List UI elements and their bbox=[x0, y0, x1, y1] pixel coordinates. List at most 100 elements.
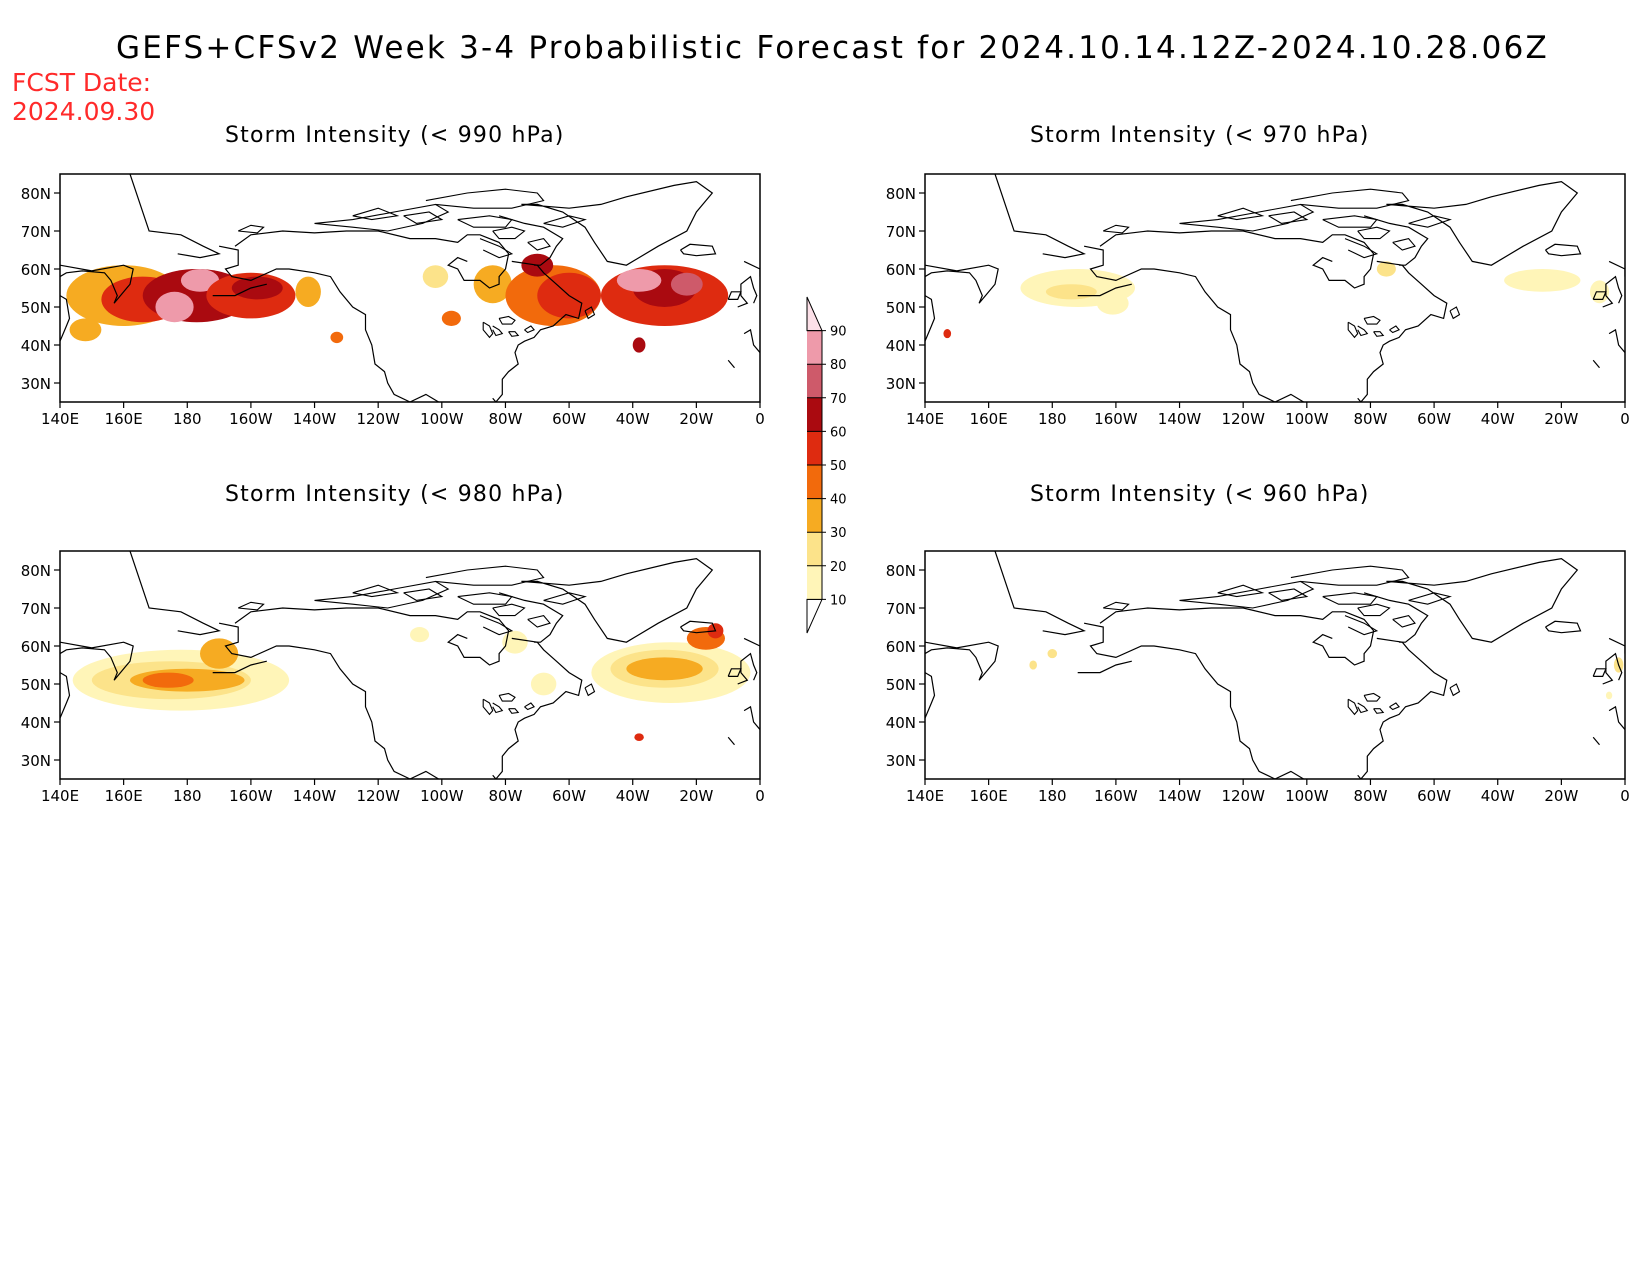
coastline bbox=[1357, 260, 1448, 402]
coastline bbox=[1592, 359, 1600, 369]
map-panel-p960: 140E 160E 180 160W 140W 120W 100W 80W 60W 40W 20W 0… bbox=[886, 550, 1630, 805]
island-outline bbox=[1392, 237, 1416, 251]
island-outline bbox=[1217, 207, 1265, 221]
y-tick-label: 40N bbox=[21, 714, 51, 732]
island-outline bbox=[1322, 592, 1378, 605]
y-tick-label: 80N bbox=[886, 185, 916, 203]
coastline bbox=[1077, 283, 1132, 297]
x-tick-label: 100W bbox=[1285, 787, 1329, 805]
island-outline bbox=[457, 215, 513, 228]
island-outline bbox=[492, 226, 526, 240]
island-outline bbox=[508, 708, 520, 714]
island-outline bbox=[403, 588, 444, 601]
x-tick-label: 140W bbox=[293, 410, 337, 428]
x-tick-label: 140E bbox=[906, 410, 944, 428]
y-tick-label: 80N bbox=[21, 185, 51, 203]
probability-area bbox=[69, 318, 102, 342]
y-tick-label: 50N bbox=[21, 299, 51, 317]
coastline bbox=[521, 180, 714, 266]
colorbar-segment bbox=[807, 498, 822, 533]
x-tick-label: 0 bbox=[755, 410, 765, 428]
probability-area bbox=[634, 733, 644, 741]
island-outline bbox=[524, 325, 536, 334]
x-tick-label: 160W bbox=[1094, 787, 1138, 805]
figure-title: GEFS+CFSv2 Week 3-4 Probabilistic Foreca… bbox=[116, 30, 1549, 66]
x-tick-label: 140E bbox=[906, 787, 944, 805]
colorbar-segment bbox=[807, 532, 822, 566]
panel-title-960: Storm Intensity (< 960 hPa) bbox=[1030, 482, 1370, 507]
probability-area bbox=[200, 638, 239, 669]
colorbar-tick-label: 70 bbox=[830, 392, 847, 407]
island-outline bbox=[1344, 615, 1379, 636]
x-tick-label: 40W bbox=[616, 787, 650, 805]
x-tick-label: 0 bbox=[1620, 787, 1630, 805]
island-outline bbox=[425, 565, 545, 586]
x-tick-label: 80W bbox=[1353, 787, 1387, 805]
coastline bbox=[925, 641, 999, 681]
island-outline bbox=[1102, 224, 1130, 234]
coastline bbox=[1608, 705, 1625, 730]
coastline bbox=[925, 295, 936, 342]
coastline bbox=[727, 736, 735, 746]
probability-area bbox=[1605, 691, 1613, 700]
map-panel-p980: 140E 160E 180 160W 140W 120W 100W 80W 60W 40W 20W 0… bbox=[21, 550, 765, 805]
probability-area bbox=[1376, 261, 1396, 277]
island-outline bbox=[1408, 592, 1452, 605]
x-tick-label: 20W bbox=[1544, 787, 1578, 805]
x-tick-label: 20W bbox=[679, 410, 713, 428]
island-outline bbox=[482, 698, 494, 716]
colorbar-segment bbox=[807, 397, 822, 432]
coastline bbox=[60, 264, 134, 304]
y-tick-label: 50N bbox=[21, 676, 51, 694]
island-outline bbox=[1290, 565, 1410, 586]
x-tick-label: 40W bbox=[616, 410, 650, 428]
y-tick-label: 60N bbox=[21, 261, 51, 279]
y-tick-label: 40N bbox=[21, 337, 51, 355]
coastline bbox=[727, 668, 742, 678]
coastline bbox=[680, 243, 717, 257]
island-outline bbox=[457, 592, 513, 605]
coastline bbox=[492, 260, 583, 402]
island-outline bbox=[1357, 226, 1391, 240]
island-outline bbox=[498, 692, 516, 702]
island-outline bbox=[352, 584, 400, 598]
panel-title-980: Storm Intensity (< 980 hPa) bbox=[225, 482, 565, 507]
island-outline bbox=[492, 325, 504, 337]
island-outline bbox=[314, 580, 450, 609]
panel-title-970: Storm Intensity (< 970 hPa) bbox=[1030, 123, 1370, 148]
island-outline bbox=[543, 592, 587, 605]
island-outline bbox=[543, 215, 587, 228]
y-tick-label: 30N bbox=[886, 752, 916, 770]
coastline bbox=[743, 705, 760, 730]
coastline bbox=[743, 260, 760, 277]
colorbar-tick-label: 80 bbox=[830, 358, 847, 373]
island-outline bbox=[1179, 203, 1315, 232]
x-tick-label: 0 bbox=[755, 787, 765, 805]
island-outline bbox=[492, 603, 526, 617]
island-outline bbox=[1344, 238, 1379, 259]
island-outline bbox=[498, 315, 516, 325]
island-outline bbox=[425, 188, 545, 209]
coastline bbox=[521, 557, 714, 643]
coastline bbox=[1386, 557, 1579, 643]
x-tick-label: 180 bbox=[1038, 410, 1067, 428]
coastline bbox=[743, 328, 760, 353]
coastline bbox=[1608, 637, 1625, 654]
x-tick-label: 180 bbox=[173, 410, 202, 428]
y-tick-label: 30N bbox=[21, 752, 51, 770]
forecast-date-label: FCST Date: bbox=[12, 68, 152, 97]
coastline bbox=[212, 660, 267, 674]
coastline bbox=[1099, 230, 1375, 289]
probability-area bbox=[155, 291, 194, 323]
coastline bbox=[129, 174, 221, 259]
colorbar-segment bbox=[807, 364, 822, 398]
probability-area bbox=[1096, 291, 1129, 315]
coastline bbox=[1592, 291, 1607, 300]
island-outline bbox=[1363, 692, 1381, 702]
colorbar-segment bbox=[807, 431, 822, 465]
probability-area bbox=[502, 630, 528, 654]
colorbar-tick-label: 60 bbox=[830, 425, 847, 440]
x-tick-label: 140E bbox=[41, 410, 79, 428]
probability-area bbox=[441, 310, 461, 326]
